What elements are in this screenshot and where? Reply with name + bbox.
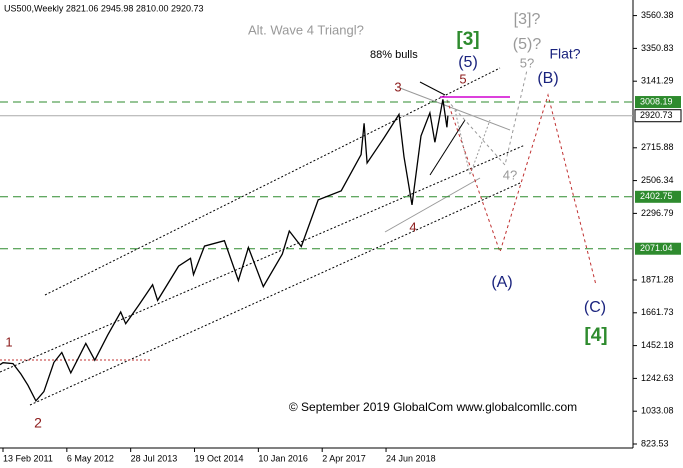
triangle-lower — [384, 177, 481, 233]
x-tick-label: 6 May 2012 — [67, 453, 114, 463]
annotation: [3] — [456, 29, 479, 50]
annotation: 2 — [34, 415, 42, 431]
price-line — [0, 99, 449, 403]
level-label: 3008.19 — [640, 96, 673, 106]
y-tick-label: 1661.73 — [641, 307, 674, 317]
last-price-box — [634, 109, 682, 123]
annotation: 5? — [520, 55, 534, 70]
bulls-pointer — [419, 81, 446, 96]
annotation: [3]? — [514, 11, 541, 28]
y-tick-label: 823.53 — [641, 438, 669, 448]
lower-channel — [29, 182, 521, 406]
annotation: Alt. Wave 4 Triangl? — [248, 22, 364, 37]
annotation: (C) — [584, 299, 606, 316]
annotation: (5)? — [513, 36, 542, 53]
annotation: 3 — [394, 79, 401, 94]
middle-channel — [0, 144, 526, 373]
annotation: (B) — [537, 70, 558, 87]
last-price-label: 2920.73 — [640, 110, 673, 120]
annotation: © September 2019 GlobalCom www.globalcom… — [289, 400, 577, 414]
y-tick-label: 2296.79 — [641, 208, 674, 218]
annotation: [4] — [584, 325, 607, 346]
projection-grey — [446, 69, 528, 167]
level-label: 2402.75 — [640, 191, 673, 201]
y-tick-label: 3141.29 — [641, 76, 674, 86]
annotation: 88% bulls — [370, 49, 418, 61]
y-tick-label: 2506.34 — [641, 175, 674, 185]
y-tick-label: 1033.08 — [641, 406, 674, 416]
upper-channel — [44, 67, 501, 296]
x-tick-label: 28 Jul 2013 — [131, 453, 178, 463]
level-label-box — [635, 190, 681, 203]
y-tick-label: 1242.63 — [641, 373, 674, 383]
x-tick-label: 24 Jun 2018 — [386, 453, 436, 463]
annotation: 4 — [409, 219, 416, 234]
projection-red — [446, 93, 597, 286]
x-tick-label: 10 Jan 2016 — [258, 453, 308, 463]
y-tick-label: 2715.88 — [641, 142, 674, 152]
level-label: 2071.04 — [640, 243, 673, 253]
y-tick-label: 3350.83 — [641, 43, 674, 53]
annotation: 4? — [503, 167, 517, 182]
projection-grey-alt — [454, 109, 491, 177]
y-tick-label: 1452.18 — [641, 340, 674, 350]
annotation: (5) — [458, 54, 478, 71]
x-tick-label: 19 Oct 2014 — [195, 453, 244, 463]
trend-line — [429, 119, 466, 176]
x-tick-label: 2 Apr 2017 — [322, 453, 366, 463]
annotation: 1 — [5, 334, 12, 349]
annotation: (A) — [491, 274, 512, 291]
channel-lines — [0, 67, 597, 406]
annotation: Flat? — [549, 46, 580, 62]
y-tick-label: 1871.28 — [641, 274, 674, 284]
level-label-box — [635, 96, 681, 109]
annotation: 5 — [459, 71, 466, 86]
level-label-box — [635, 242, 681, 255]
y-tick-label: 3560.38 — [641, 10, 674, 20]
chart-header: US500,Weekly 2821.06 2945.98 2810.00 292… — [4, 3, 204, 13]
x-tick-label: 13 Feb 2011 — [3, 453, 53, 463]
